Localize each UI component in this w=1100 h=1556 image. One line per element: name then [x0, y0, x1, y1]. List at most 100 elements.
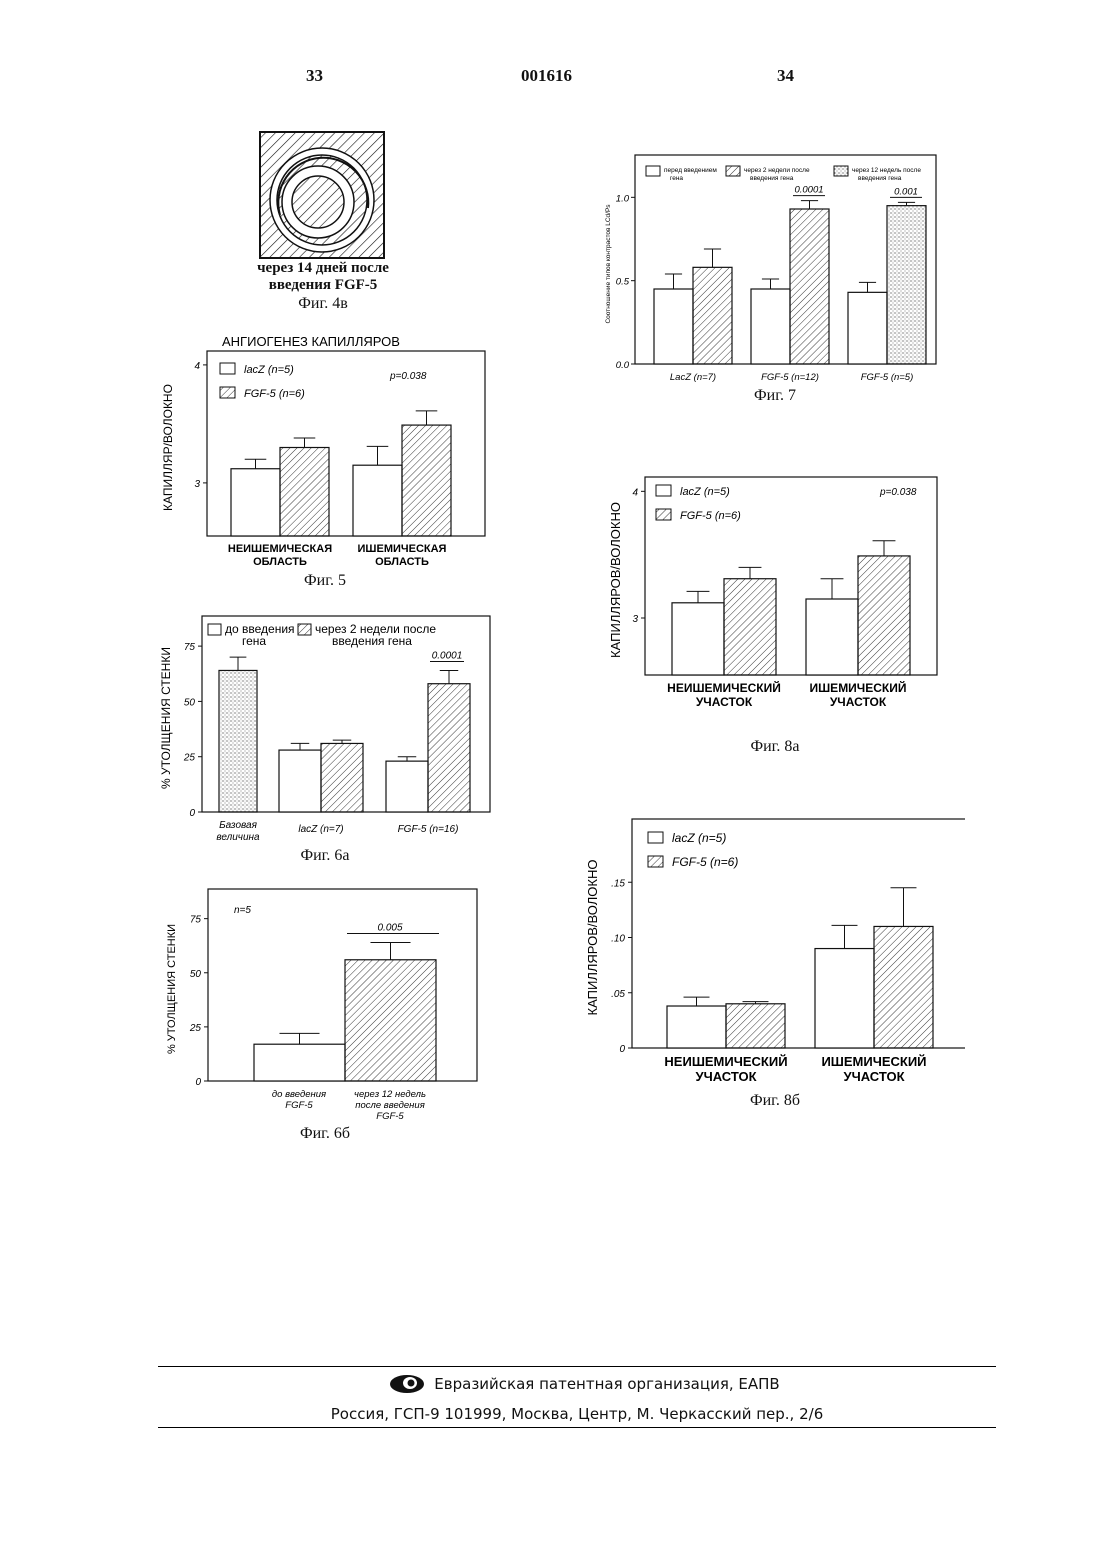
fig7-legend-label: введения гена: [750, 175, 794, 182]
fig6a-chart: 0255075% УТОЛЩЕНИЯ СТЕНКИБазоваявеличина…: [150, 612, 500, 844]
document-number: 001616: [521, 66, 572, 86]
fig4v-caption-line2: введения FGF-5: [228, 277, 418, 294]
fig8a-ylabel: КАПИЛЛЯРОВ/ВОЛОКНО: [608, 502, 623, 658]
fig6b-category-label: после введения: [355, 1100, 425, 1111]
fig6b-ytick-label: 25: [189, 1023, 202, 1034]
fig6a-legend-label: гена: [242, 634, 266, 648]
fig8b-bar: [874, 926, 933, 1048]
fig6b-pvalue: 0.005: [377, 922, 402, 933]
fig7-legend-label: перед введением: [664, 167, 717, 174]
fig5-legend-label: lacZ (n=5): [244, 364, 294, 376]
fig7-pvalue: 0.0001: [794, 185, 823, 196]
fig5-bar: [231, 469, 280, 536]
fig8b-category-label: УЧАСТОК: [695, 1069, 756, 1084]
fig5-legend-label: FGF-5 (n=6): [244, 388, 305, 400]
fig6a-category-label: FGF-5 (n=16): [398, 824, 459, 835]
fig7-legend-label: введения гена: [858, 175, 902, 182]
fig7-bar: [848, 292, 887, 364]
fig6a-ytick-label: 25: [183, 753, 196, 764]
fig8b-category-label: УЧАСТОК: [843, 1069, 904, 1084]
fig8a-bar: [806, 599, 858, 675]
fig8b-bar: [815, 949, 874, 1048]
fig8b-ytick-label: .05: [611, 989, 625, 1000]
footer-bottom-rule: [158, 1427, 996, 1428]
fig6b-label: Фиг. 6б: [200, 1125, 450, 1143]
fig6a-category-label: Базовая: [219, 820, 258, 831]
fig8a-legend-swatch: [656, 485, 671, 496]
fig8b-label: Фиг. 8б: [650, 1092, 900, 1110]
fig8b-ytick-label: .15: [611, 878, 625, 889]
fig6b-category-label: FGF-5: [376, 1111, 404, 1122]
fig8a-label: Фиг. 8а: [650, 738, 900, 756]
fig5-ytick-label: 3: [194, 479, 200, 490]
fig6a-bar: [386, 761, 428, 812]
fig6b-category-label: через 12 недель: [354, 1089, 426, 1100]
footer-address: Россия, ГСП-9 101999, Москва, Центр, М. …: [158, 1405, 996, 1423]
fig5-legend-swatch: [220, 387, 235, 398]
fig6a-bar: [428, 684, 470, 812]
fig8b-bar: [726, 1004, 785, 1048]
fig6a-category-label: величина: [216, 832, 260, 843]
fig6a-ytick-label: 75: [184, 642, 196, 653]
fig6b-category-label: FGF-5: [285, 1100, 313, 1111]
footer-organization: Евразийская патентная организация, ЕАПВ: [158, 1375, 996, 1393]
fig6a-bar: [321, 743, 363, 812]
fig6a-ylabel: % УТОЛЩЕНИЯ СТЕНКИ: [159, 647, 173, 789]
fig7-pvalue: 0.001: [894, 186, 918, 197]
fig6b-ylabel: % УТОЛЩЕНИЯ СТЕНКИ: [166, 924, 178, 1054]
fig4v-label: Фиг. 4в: [228, 295, 418, 313]
fig8b-bar: [667, 1006, 726, 1048]
fig5-annotation: p=0.038: [389, 371, 427, 382]
footer-top-rule: [158, 1366, 996, 1367]
fig8a-category-label: ИШЕМИЧЕСКИЙ: [810, 680, 907, 695]
fig6b-category-label: до введения: [272, 1089, 326, 1100]
fig7-category-label: FGF-5 (n=5): [861, 372, 914, 383]
fig8a-legend-label: FGF-5 (n=6): [680, 510, 741, 522]
fig5-category-label: ОБЛАСТЬ: [253, 556, 307, 568]
fig6a-label: Фиг. 6а: [200, 847, 450, 865]
fig6a-ytick-label: 0: [189, 808, 195, 819]
fig7-legend-swatch: [646, 166, 660, 176]
fig8a-ytick-label: 4: [632, 487, 638, 498]
fig8a-category-label: УЧАСТОК: [696, 695, 753, 709]
fig8a-bar: [724, 579, 776, 675]
left-page-number: 33: [306, 66, 323, 86]
fig5-category-label: НЕИШЕМИЧЕСКАЯ: [228, 543, 332, 555]
fig6b-ytick-label: 0: [195, 1077, 201, 1088]
fig6a-bar-baseline: [219, 670, 257, 812]
fig5-legend-swatch: [220, 363, 235, 374]
fig8b-ylabel: КАПИЛЛЯРОВ/ВОЛОКНО: [585, 860, 600, 1016]
fig8a-bar: [672, 603, 724, 675]
fig8a-legend-label: lacZ (n=5): [680, 486, 730, 498]
fig6a-legend-swatch: [208, 624, 221, 635]
fig6a-pvalue: 0.0001: [432, 650, 463, 661]
fig8a-annotation: p=0.038: [879, 487, 917, 498]
fig7-ylabel: Соотношение типов контрастов LCd/Ps: [605, 204, 612, 324]
fig4v-caption-line1: через 14 дней после: [228, 260, 418, 277]
fig8b-legend-label: lacZ (n=5): [672, 831, 726, 845]
fig7-legend-label: через 12 недель после: [852, 167, 921, 174]
fig8b-legend-swatch: [648, 856, 663, 867]
fig5-category-label: ИШЕМИЧЕСКАЯ: [358, 543, 447, 555]
fig6b-chart: 0255075% УТОЛЩЕНИЯ СТЕНКИ0.005n=5до введ…: [150, 885, 500, 1125]
fig7-bar: [887, 206, 926, 364]
fig5-title: АНГИОГЕНЕЗ КАПИЛЛЯРОВ: [222, 334, 400, 349]
fig5-ytick-label: 4: [194, 361, 200, 372]
fig6b-annotation: n=5: [234, 905, 251, 916]
fig5-label: Фиг. 5: [200, 572, 450, 590]
fig6a-legend-swatch: [298, 624, 311, 635]
fig8a-legend-swatch: [656, 509, 671, 520]
right-page-number: 34: [777, 66, 794, 86]
fig7-legend-label: через 2 недели после: [744, 167, 810, 174]
fig8a-category-label: НЕИШЕМИЧЕСКИЙ: [667, 680, 781, 695]
fig8b-legend-label: FGF-5 (n=6): [672, 855, 738, 869]
fig7-legend-label: гена: [670, 175, 683, 182]
fig7-ytick-label: 1.0: [616, 193, 630, 204]
fig7-ytick-label: 0.0: [616, 360, 630, 371]
fig7-category-label: LacZ (n=7): [670, 372, 716, 383]
fig5-ylabel: КАПИЛЛЯР/ВОЛОКНО: [161, 384, 175, 511]
fig6b-bar: [254, 1044, 345, 1081]
fig5-bar: [353, 465, 402, 536]
fig7-bar: [790, 209, 829, 364]
fig7-legend-swatch: [726, 166, 740, 176]
